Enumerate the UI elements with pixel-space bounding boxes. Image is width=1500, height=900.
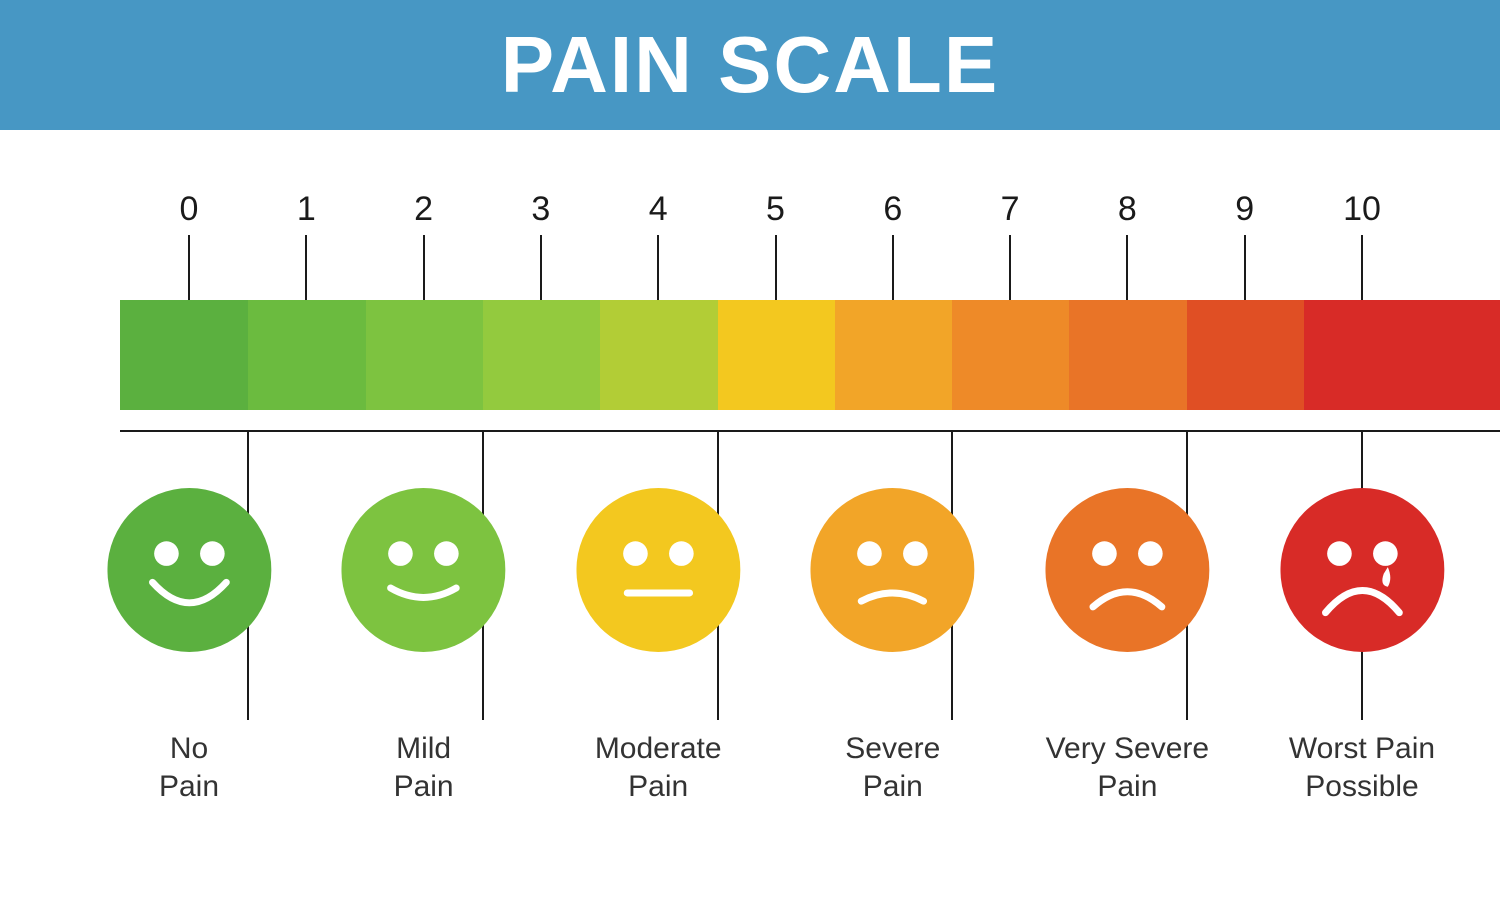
tick-label-8: 8 — [1118, 190, 1137, 229]
pain-level-label: Worst Pain Possible — [1252, 730, 1472, 805]
pain-level-label: Mild Pain — [314, 730, 534, 805]
tick-label-2: 2 — [414, 190, 433, 229]
pain-scale-chart: 012345678910 No Pain Mild Pain Moderate … — [120, 130, 1500, 900]
bar-segment-2 — [366, 300, 484, 410]
pain-level-0: No Pain — [82, 488, 295, 657]
tick-label-6: 6 — [883, 190, 902, 229]
color-bar — [120, 300, 1500, 410]
pain-level-5: Worst Pain Possible — [1255, 488, 1468, 657]
bar-segment-1 — [248, 300, 366, 410]
tick-mark-0 — [188, 235, 190, 300]
tick-label-5: 5 — [766, 190, 785, 229]
tick-label-3: 3 — [531, 190, 550, 229]
tick-label-1: 1 — [297, 190, 316, 229]
pain-level-label: No Pain — [79, 730, 299, 805]
tick-mark-3 — [540, 235, 542, 300]
pain-level-label: Very Severe Pain — [1017, 730, 1237, 805]
tick-mark-10 — [1361, 235, 1363, 300]
face-icon — [342, 488, 506, 657]
tick-label-10: 10 — [1343, 190, 1381, 229]
face-icon — [811, 488, 975, 657]
tick-label-0: 0 — [180, 190, 199, 229]
bar-segment-7 — [952, 300, 1070, 410]
bar-segment-8 — [1069, 300, 1187, 410]
pain-level-label: Moderate Pain — [548, 730, 768, 805]
pain-level-4: Very Severe Pain — [1021, 488, 1234, 657]
tick-mark-1 — [305, 235, 307, 300]
tick-mark-9 — [1244, 235, 1246, 300]
tick-mark-5 — [775, 235, 777, 300]
tick-mark-2 — [423, 235, 425, 300]
tick-mark-4 — [657, 235, 659, 300]
tick-label-4: 4 — [649, 190, 668, 229]
bar-segment-10 — [1304, 300, 1500, 410]
tick-mark-7 — [1009, 235, 1011, 300]
face-icon — [1045, 488, 1209, 657]
bar-segment-0 — [120, 300, 249, 410]
tick-mark-6 — [892, 235, 894, 300]
tick-label-7: 7 — [1001, 190, 1020, 229]
face-icon — [107, 488, 271, 657]
bar-segment-4 — [600, 300, 718, 410]
pain-level-2: Moderate Pain — [552, 488, 765, 657]
page-title: PAIN SCALE — [501, 20, 1000, 109]
baseline — [120, 430, 1500, 432]
bar-segment-5 — [718, 300, 836, 410]
pain-level-3: Severe Pain — [786, 488, 999, 657]
pain-level-label: Severe Pain — [783, 730, 1003, 805]
face-icon — [576, 488, 740, 657]
tick-label-9: 9 — [1235, 190, 1254, 229]
title-banner: PAIN SCALE — [0, 0, 1500, 130]
face-icon — [1280, 488, 1444, 657]
bar-segment-3 — [483, 300, 601, 410]
bar-segment-6 — [835, 300, 953, 410]
bar-segment-9 — [1187, 300, 1305, 410]
pain-level-1: Mild Pain — [317, 488, 530, 657]
tick-mark-8 — [1126, 235, 1128, 300]
